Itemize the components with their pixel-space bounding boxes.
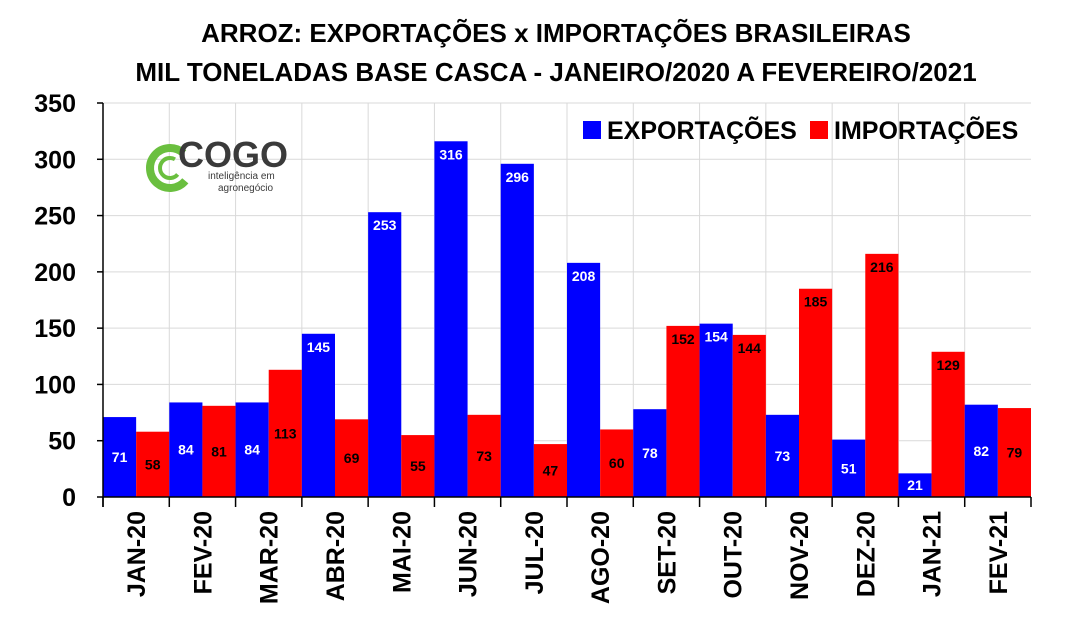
chart-title: ARROZ: EXPORTAÇÕES x IMPORTAÇÕES BRASILE…	[201, 18, 911, 48]
logo-wordmark: COGO	[178, 134, 288, 175]
data-label-importacoes-mar-20: 113	[274, 425, 297, 441]
bar-importacoes-out-20	[732, 334, 766, 497]
data-label-exportacoes-set-20: 78	[642, 445, 658, 461]
bar-importacoes-jan-21	[931, 351, 965, 497]
bar-importacoes-mai-20	[401, 435, 435, 497]
data-label-importacoes-abr-20: 69	[344, 450, 360, 466]
x-tick-label-jan-21: JAN-21	[919, 511, 947, 597]
bar-exportacoes-fev-21	[964, 404, 998, 497]
bar-exportacoes-jul-20	[500, 163, 534, 497]
x-tick-label-fev-20: FEV-20	[189, 511, 217, 594]
y-tick-label: 150	[34, 315, 76, 343]
logo-ring-icon	[146, 144, 194, 192]
bar-importacoes-abr-20	[335, 419, 369, 497]
bar-exportacoes-mar-20	[235, 402, 269, 497]
x-tick-label-nov-20: NOV-20	[786, 511, 814, 600]
data-label-importacoes-jun-20: 73	[476, 448, 492, 464]
axes	[97, 102, 1032, 507]
logo-tagline-2: agronegócio	[218, 183, 273, 194]
x-tick-label-jul-20: JUL-20	[521, 511, 549, 594]
bar-exportacoes-jan-21	[898, 473, 932, 497]
data-label-importacoes-fev-21: 79	[1007, 445, 1023, 461]
data-label-importacoes-dez-20: 216	[870, 259, 894, 275]
logo-tagline-1: inteligência em	[208, 171, 275, 182]
bar-exportacoes-nov-20	[765, 414, 799, 497]
data-label-importacoes-fev-20: 81	[211, 443, 227, 459]
data-label-importacoes-nov-20: 185	[804, 294, 828, 310]
y-tick-label: 350	[34, 90, 76, 118]
x-tick-label-mai-20: MAI-20	[388, 511, 416, 593]
legend-label-exportacoes: EXPORTAÇÕES	[607, 115, 797, 145]
y-tick-label: 250	[34, 203, 76, 231]
x-tick-label-set-20: SET-20	[653, 511, 681, 594]
data-label-exportacoes-mar-20: 84	[244, 442, 260, 458]
bar-exportacoes-fev-20	[169, 402, 203, 497]
data-label-exportacoes-jul-20: 296	[506, 169, 530, 185]
bar-importacoes-ago-20	[600, 429, 634, 497]
x-tick-label-ago-20: AGO-20	[587, 511, 615, 604]
y-tick-label: 200	[34, 259, 76, 287]
bar-importacoes-fev-20	[202, 405, 236, 497]
bar-exportacoes-dez-20	[832, 439, 866, 497]
bar-exportacoes-set-20	[633, 409, 667, 497]
bar-importacoes-dez-20	[865, 253, 899, 497]
bar-importacoes-set-20	[666, 325, 700, 497]
bar-importacoes-jun-20	[467, 414, 501, 497]
bar-exportacoes-jan-20	[103, 417, 137, 497]
data-label-exportacoes-jan-21: 21	[907, 477, 923, 493]
legend: EXPORTAÇÕES IMPORTAÇÕES	[583, 115, 1018, 145]
bar-exportacoes-mai-20	[368, 212, 402, 498]
bar-importacoes-jul-20	[533, 444, 567, 497]
y-tick-label: 0	[62, 484, 76, 512]
x-tick-label-abr-20: ABR-20	[322, 511, 350, 601]
data-label-importacoes-set-20: 152	[671, 331, 695, 347]
chart-subtitle: MIL TONELADAS BASE CASCA - JANEIRO/2020 …	[135, 57, 976, 87]
bar-exportacoes-ago-20	[567, 262, 601, 497]
data-label-exportacoes-fev-20: 84	[178, 442, 194, 458]
data-label-importacoes-jul-20: 47	[543, 463, 559, 479]
legend-swatch-importacoes	[810, 121, 828, 139]
data-label-exportacoes-nov-20: 73	[775, 448, 791, 464]
data-label-exportacoes-ago-20: 208	[572, 268, 596, 284]
data-label-importacoes-jan-20: 58	[145, 456, 161, 472]
bars: 71 58 84 81 84 113 145 69 253 55 316 73 296 47 208 60 78…	[103, 141, 1031, 498]
data-label-exportacoes-dez-20: 51	[841, 460, 857, 476]
data-label-exportacoes-fev-21: 82	[973, 443, 989, 459]
y-tick-label: 300	[34, 146, 76, 174]
x-tick-label-jan-20: JAN-20	[123, 511, 151, 597]
x-tick-label-fev-21: FEV-21	[985, 511, 1013, 594]
data-label-importacoes-out-20: 144	[738, 340, 762, 356]
x-tick-label-out-20: OUT-20	[720, 511, 748, 599]
data-label-exportacoes-out-20: 154	[704, 329, 728, 345]
bar-importacoes-jan-20	[136, 431, 170, 497]
legend-label-importacoes: IMPORTAÇÕES	[834, 115, 1018, 145]
data-label-exportacoes-jan-20: 71	[112, 449, 128, 465]
bar-importacoes-mar-20	[268, 369, 302, 497]
data-label-exportacoes-jun-20: 316	[439, 146, 463, 162]
bar-exportacoes-abr-20	[301, 333, 335, 497]
y-tick-label: 50	[48, 428, 76, 456]
bar-importacoes-fev-21	[997, 408, 1031, 497]
y-tick-label: 100	[34, 371, 76, 399]
cogo-logo: COGO inteligência em agronegócio	[146, 134, 288, 194]
bar-exportacoes-jun-20	[434, 141, 468, 497]
data-label-importacoes-mai-20: 55	[410, 458, 426, 474]
x-tick-label-mar-20: MAR-20	[256, 511, 284, 604]
data-label-importacoes-jan-21: 129	[936, 357, 960, 373]
legend-swatch-exportacoes	[583, 121, 601, 139]
x-axis-ticks: JAN-20 FEV-20 MAR-20 ABR-20 MAI-20 JUN-20 JUL-…	[123, 511, 1013, 604]
bar-importacoes-nov-20	[799, 288, 833, 497]
data-label-exportacoes-abr-20: 145	[307, 339, 331, 355]
data-label-importacoes-ago-20: 60	[609, 455, 625, 471]
x-tick-label-dez-20: DEZ-20	[852, 511, 880, 597]
data-label-exportacoes-mai-20: 253	[373, 217, 397, 233]
x-tick-label-jun-20: JUN-20	[455, 511, 483, 597]
y-axis-ticks: 0 50 100 150 200 250 300 350	[34, 90, 76, 512]
bar-exportacoes-out-20	[699, 323, 733, 497]
